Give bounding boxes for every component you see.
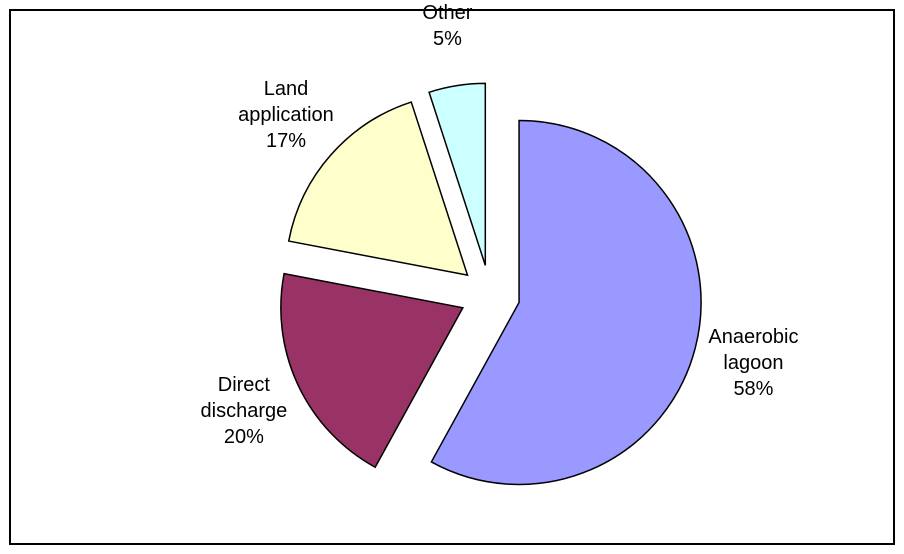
category-label: Land application	[238, 78, 334, 127]
pie-slice	[430, 119, 702, 486]
pie-slice	[280, 272, 465, 469]
category-label: Anaerobic lagoon	[708, 325, 799, 374]
value-label: 58%	[733, 377, 774, 400]
category-label: Direct discharge	[200, 373, 288, 422]
value-label: 5%	[432, 28, 462, 51]
slice-label: Other 5%	[387, 0, 507, 52]
slice-label: Land application 17%	[226, 76, 346, 154]
pie-slice	[287, 101, 469, 277]
slice-label: Anaerobic lagoon 58%	[693, 324, 813, 402]
value-label: 20%	[223, 425, 264, 448]
value-label: 17%	[265, 130, 306, 153]
pie-slice	[428, 82, 487, 266]
category-label: Other	[422, 2, 473, 25]
slice-label: Direct discharge 20%	[184, 372, 304, 450]
